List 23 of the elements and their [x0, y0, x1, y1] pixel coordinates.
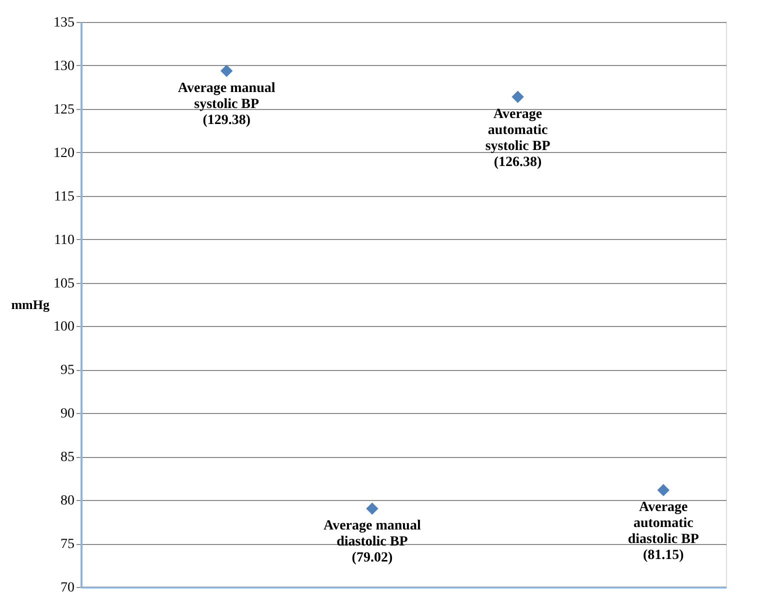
- y-tick-label: 125: [54, 102, 74, 118]
- y-tick-label: 85: [60, 450, 74, 466]
- point: [657, 484, 670, 496]
- y-tick-label: 95: [60, 363, 74, 378]
- data-label: Average automatic diastolic BP (81.15): [628, 500, 700, 564]
- y-tick-label: 70: [60, 580, 74, 596]
- y-tick-label: 115: [54, 189, 74, 204]
- point: [366, 502, 378, 515]
- point: [220, 64, 233, 77]
- y-tick-label: 110: [54, 232, 74, 248]
- y-tick-label: 135: [54, 16, 74, 30]
- y-tick-label: 130: [54, 58, 74, 74]
- data-label: Average automatic systolic BP (126.38): [485, 106, 551, 170]
- data-label: Average manual diastolic BP (79.02): [324, 518, 421, 566]
- y-tick-label: 120: [54, 146, 74, 161]
- y-tick-label: 90: [60, 406, 74, 422]
- data-label: Average manual systolic BP (129.38): [178, 80, 276, 128]
- y-tick-label: 105: [54, 276, 74, 292]
- y-tick-label: 75: [60, 537, 74, 552]
- y-axis-title: mmHg: [11, 297, 50, 312]
- point: [512, 90, 524, 104]
- y-tick-label: 80: [60, 494, 74, 509]
- y-tick-label: 100: [54, 320, 74, 335]
